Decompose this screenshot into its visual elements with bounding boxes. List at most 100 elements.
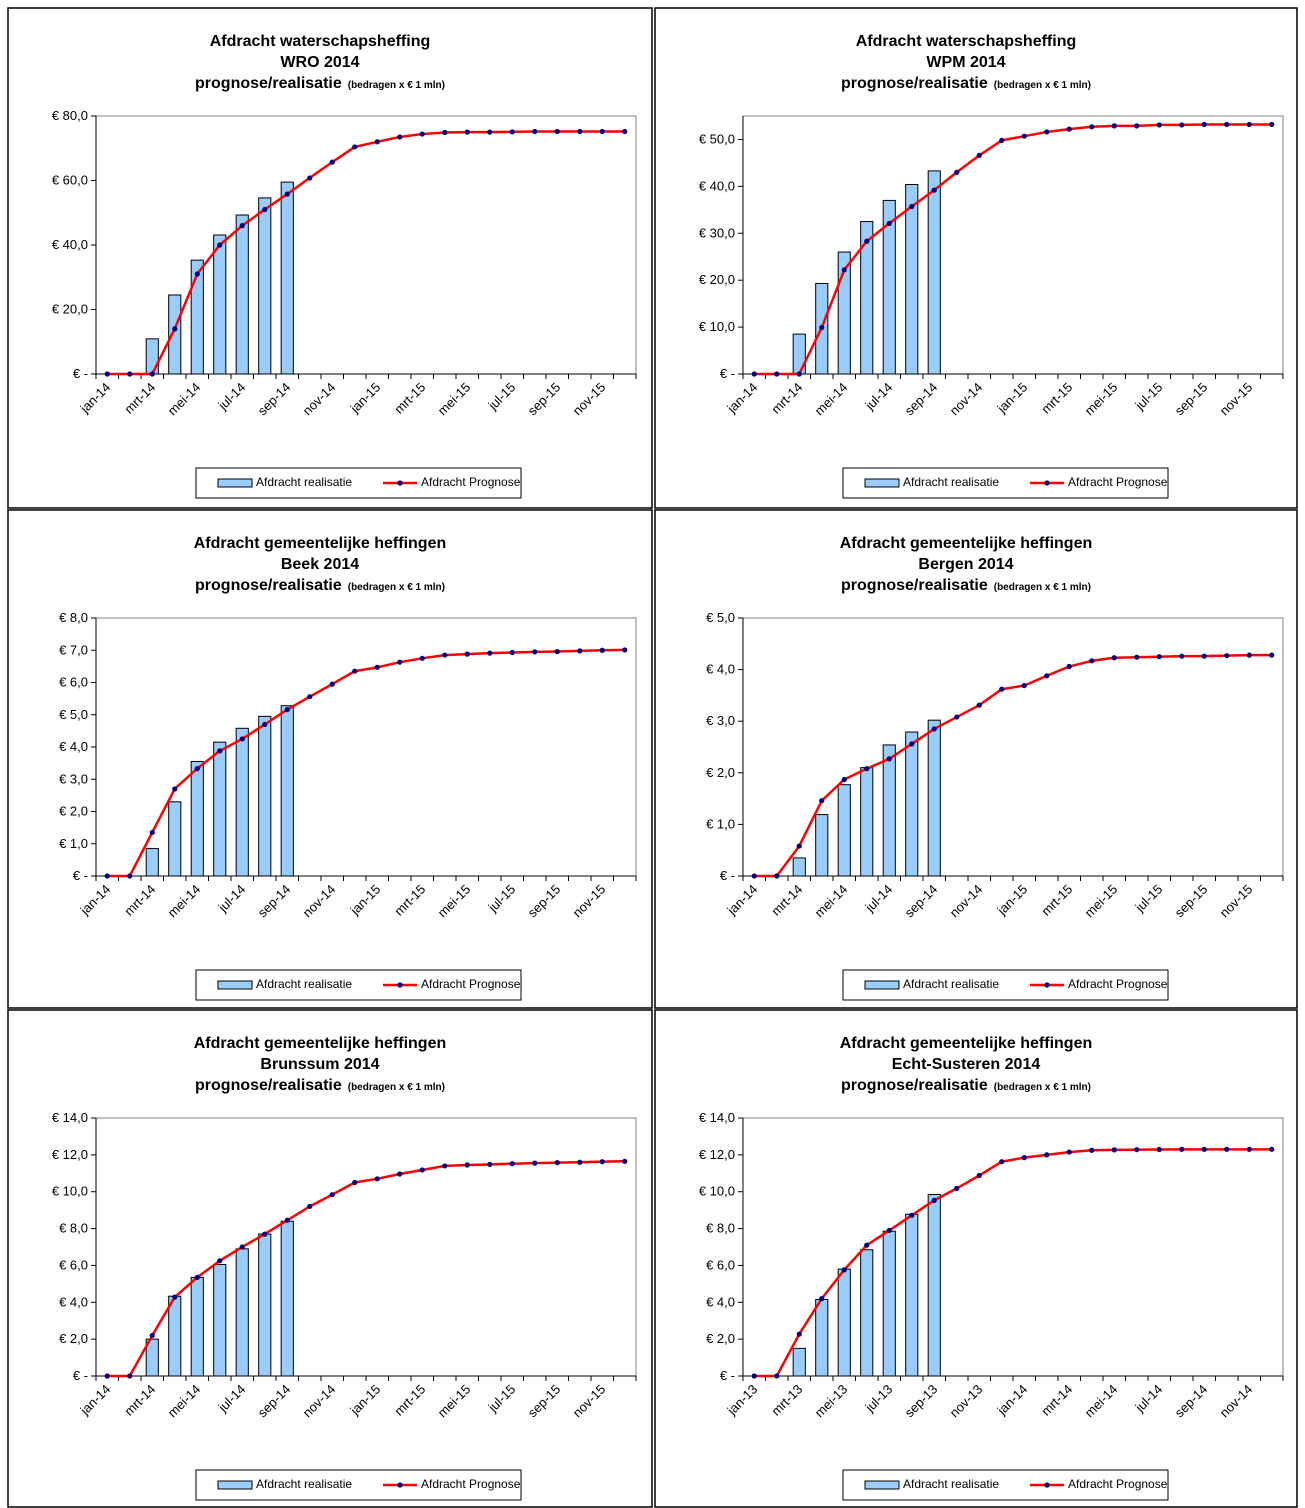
line-marker [397, 1171, 403, 1177]
line-marker [104, 873, 110, 879]
line-marker [931, 1197, 937, 1203]
line [107, 1160, 625, 1378]
bar [905, 731, 919, 877]
line-marker [1111, 1147, 1117, 1153]
line-marker [1044, 1152, 1050, 1158]
line-marker [442, 129, 448, 136]
legend-label: Afdracht realisatie [256, 1477, 352, 1491]
line-marker [931, 187, 937, 193]
bar [882, 744, 896, 877]
chart-subtitle: (bedragen x € 1 mln) [348, 1082, 445, 1093]
title-line: prognose/realisatie [195, 75, 342, 92]
line-marker [1134, 654, 1140, 660]
bar [837, 784, 851, 877]
y-tick-label: € - [73, 1368, 88, 1383]
line-marker [999, 137, 1005, 143]
y-tick-label: € 6,0 [59, 1257, 88, 1272]
y-tick-label: € 4,0 [59, 1294, 88, 1309]
chart-title: Afdracht gemeentelijke heffingen [194, 1035, 447, 1052]
bar [792, 1347, 806, 1377]
legend-label: Afdracht Prognose [1068, 475, 1168, 489]
title-line: prognose/realisatie [841, 75, 988, 92]
bar [213, 741, 227, 877]
line [754, 123, 1272, 376]
line-marker [999, 686, 1005, 692]
legend-marker [397, 480, 403, 486]
line-marker [509, 129, 515, 135]
bar [815, 1299, 829, 1377]
line-marker [599, 1159, 605, 1165]
legend-swatch [217, 1480, 253, 1490]
y-tick-label: € 14,0 [699, 1110, 735, 1125]
line [107, 130, 625, 376]
legend-label: Afdracht Prognose [1068, 977, 1168, 991]
chart: Afdracht waterschapsheffing WPM 2014 progn… [654, 7, 1298, 509]
title-line: prognose/realisatie [841, 577, 988, 594]
bar [258, 1233, 272, 1377]
line-marker [1021, 1155, 1027, 1161]
line-marker [751, 371, 757, 377]
line-marker [1224, 121, 1230, 128]
line-marker [464, 1162, 470, 1168]
title-line: prognose/realisatie [195, 1077, 342, 1094]
line-marker [999, 1159, 1005, 1165]
line-marker [1201, 1146, 1207, 1152]
bar [280, 705, 294, 877]
line-marker [1111, 655, 1117, 661]
bar [258, 715, 272, 877]
y-tick-label: € 5,0 [706, 610, 735, 625]
line-marker [622, 128, 628, 135]
line-marker [1156, 1146, 1162, 1153]
line-marker [976, 152, 982, 159]
bar [927, 719, 941, 877]
bar [837, 1268, 851, 1377]
line-marker [554, 1159, 560, 1166]
bar [860, 221, 874, 375]
bar [792, 857, 806, 877]
line-marker [976, 1172, 982, 1179]
y-tick-label: € 8,0 [59, 1221, 88, 1236]
line-marker [1089, 124, 1095, 130]
line-marker [1066, 1149, 1072, 1155]
line [754, 653, 1272, 878]
line-marker [954, 1185, 960, 1191]
line-marker [239, 736, 245, 742]
chart-title: Bergen 2014 [918, 556, 1013, 573]
line-marker [532, 128, 538, 135]
plot-area [95, 115, 637, 375]
line-marker [1224, 1146, 1230, 1152]
bar [258, 197, 272, 375]
line-marker [532, 1160, 538, 1166]
plot-area [742, 1117, 1284, 1377]
line-marker [577, 1159, 583, 1165]
line-marker [1044, 673, 1050, 679]
y-tick-label: € 2,0 [59, 804, 88, 819]
line-marker [239, 1244, 245, 1250]
y-tick-label: € 20,0 [699, 272, 735, 287]
chart-title: Afdracht gemeentelijke heffingen [840, 535, 1093, 552]
line-marker [262, 1231, 268, 1237]
line-marker [1021, 682, 1027, 689]
line-marker [1066, 663, 1072, 670]
line-marker [419, 655, 425, 661]
chart-subtitle: (bedragen x € 1 mln) [994, 1082, 1091, 1093]
y-tick-label: € 2,0 [706, 1331, 735, 1346]
line-marker [1089, 1147, 1095, 1153]
plot-area [742, 115, 1284, 375]
line-marker [1269, 121, 1275, 128]
line-marker [307, 694, 313, 700]
y-tick-label: € 10,0 [699, 319, 735, 334]
line-marker [374, 139, 380, 145]
bar [280, 1220, 294, 1377]
line-marker [577, 648, 583, 654]
line-marker [1111, 123, 1117, 129]
y-tick-label: € 4,0 [59, 739, 88, 754]
line-marker [127, 873, 133, 879]
line-marker [751, 1373, 757, 1379]
line-marker [374, 664, 380, 670]
line-marker [1246, 121, 1252, 128]
title-line: Echt-Susteren 2014 [892, 1056, 1041, 1073]
legend-swatch [217, 478, 253, 488]
line-marker [352, 144, 358, 150]
line-marker [909, 1212, 915, 1218]
